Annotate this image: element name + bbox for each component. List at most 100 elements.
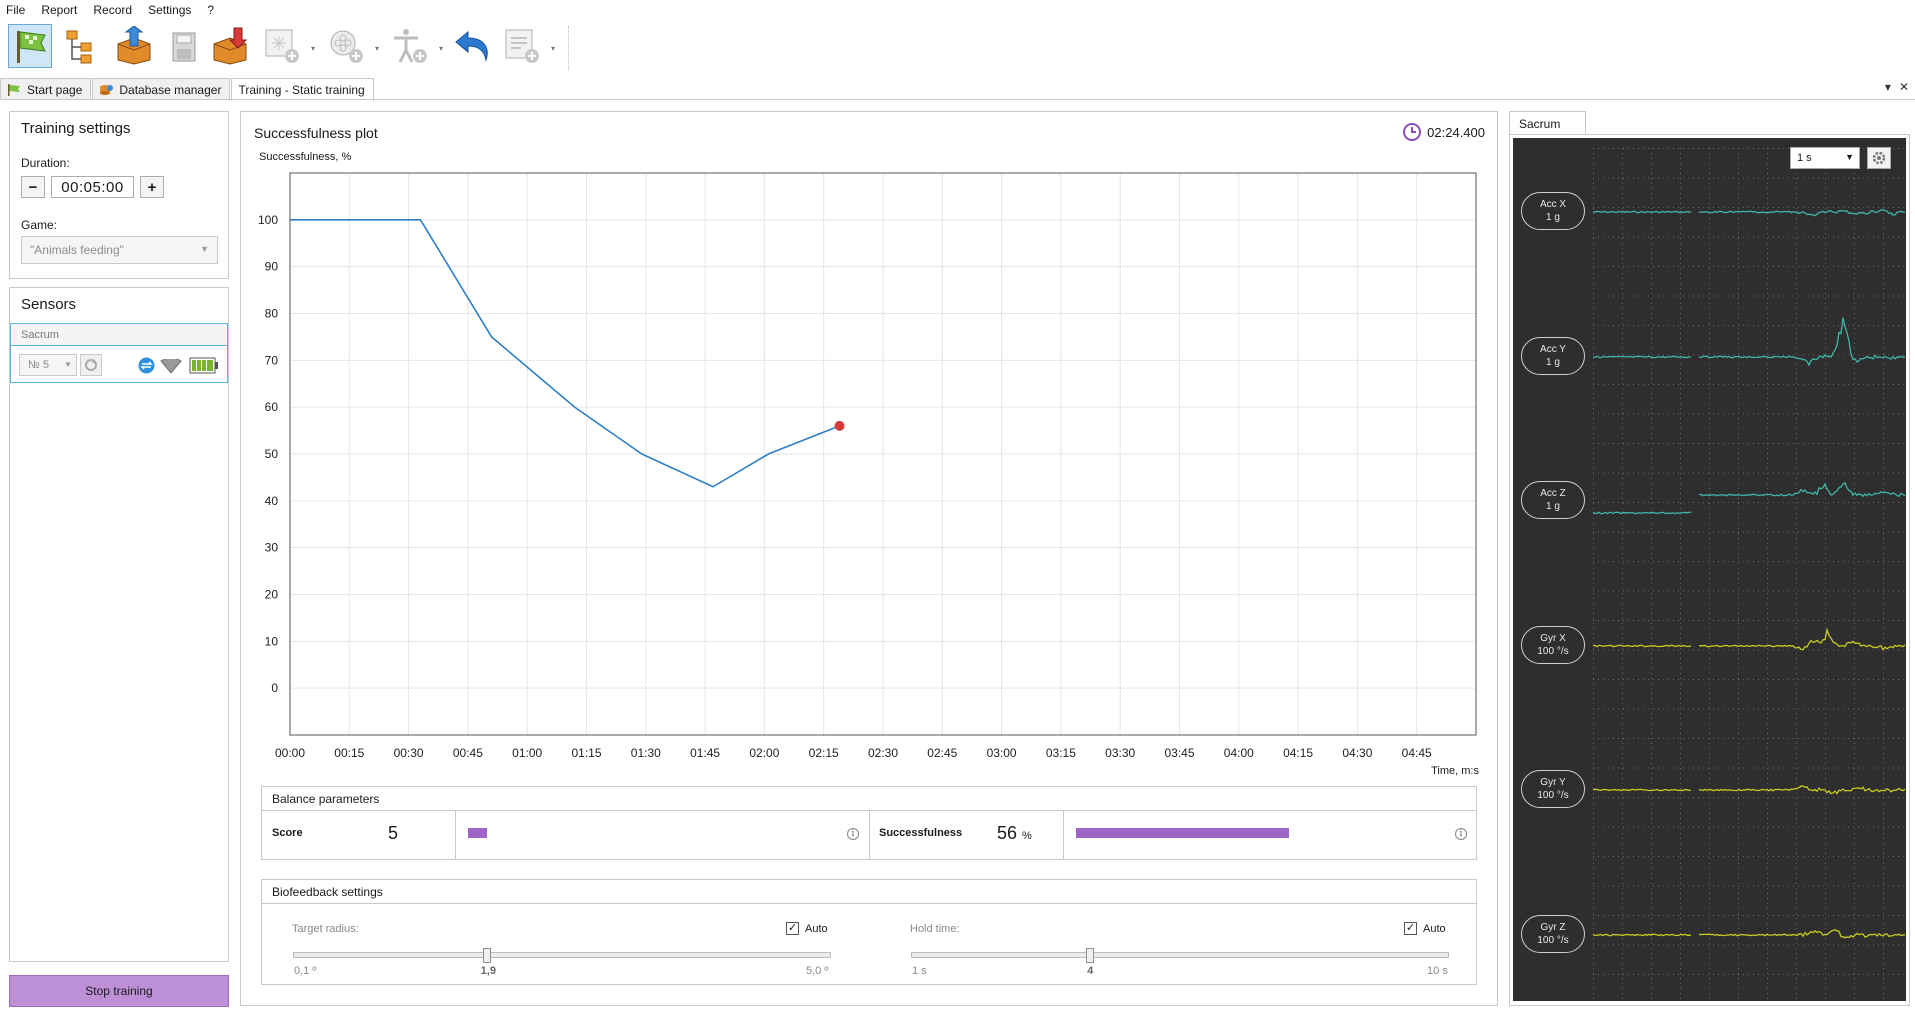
battery-icon bbox=[189, 357, 218, 374]
window-menu-icon[interactable]: ▾ bbox=[1884, 80, 1891, 94]
menu-help[interactable]: ? bbox=[207, 3, 215, 17]
successfulness-label: Successfulness bbox=[879, 827, 963, 839]
successfulness-value: 56 bbox=[997, 823, 1018, 843]
balance-parameters-section: Balance parameters Score 5 i Successfuln… bbox=[261, 786, 1477, 860]
report-add-icon bbox=[505, 29, 539, 63]
channel-label[interactable]: Acc Y 1 g bbox=[1521, 337, 1585, 375]
game-label: Game: bbox=[21, 218, 58, 232]
divider bbox=[1063, 811, 1064, 859]
channel-scale: 1 g bbox=[1546, 501, 1560, 512]
successfulness-info-icon[interactable]: i bbox=[1455, 828, 1467, 840]
x-tick-label: 02:45 bbox=[927, 746, 957, 760]
menu-file[interactable]: File bbox=[6, 3, 26, 17]
target-auto-checkbox[interactable]: ✓ Auto bbox=[786, 922, 828, 935]
duration-plus-button[interactable]: + bbox=[140, 176, 164, 198]
divider bbox=[869, 811, 870, 859]
duration-field[interactable]: 00:05:00 bbox=[51, 176, 134, 198]
channel-label[interactable]: Acc Z 1 g bbox=[1521, 481, 1585, 519]
hold-min: 1 s bbox=[912, 965, 927, 977]
refresh-icon bbox=[85, 359, 97, 371]
target-value: 1,9 bbox=[480, 965, 496, 977]
stop-training-button[interactable]: Stop training bbox=[9, 975, 229, 1007]
score-info-icon[interactable]: i bbox=[847, 828, 859, 840]
tree-icon bbox=[66, 30, 92, 64]
flower-add-button[interactable] bbox=[324, 24, 368, 68]
channel-name: Gyr X bbox=[1540, 633, 1566, 644]
tab-database-manager[interactable]: Database manager bbox=[92, 78, 231, 100]
successfulness-bar-track bbox=[1076, 828, 1456, 838]
signal-trace bbox=[1592, 644, 1692, 648]
close-icon[interactable]: ✕ bbox=[1898, 80, 1909, 94]
menu-record[interactable]: Record bbox=[93, 3, 133, 17]
tree-button[interactable] bbox=[58, 24, 102, 68]
flower-add-icon bbox=[330, 30, 363, 63]
signal-trace bbox=[1592, 788, 1692, 792]
tab-label: Start page bbox=[27, 82, 83, 97]
channel-label[interactable]: Acc X 1 g bbox=[1521, 192, 1585, 230]
save-button[interactable] bbox=[162, 24, 206, 68]
flower-add-dropdown-icon[interactable]: ▾ bbox=[375, 44, 380, 53]
sensor-card[interactable]: Sacrum № 5 ▼ bbox=[10, 323, 228, 383]
sensor-signals bbox=[1592, 148, 1906, 999]
tab-divider bbox=[0, 99, 1915, 100]
channel-label[interactable]: Gyr Y 100 °/s bbox=[1521, 770, 1585, 808]
sensor-refresh-button[interactable] bbox=[80, 354, 102, 376]
y-tick-label: 60 bbox=[265, 400, 279, 414]
target-max: 5,0 º bbox=[806, 965, 829, 977]
hold-max: 10 s bbox=[1427, 965, 1448, 977]
figure-add-button[interactable] bbox=[388, 24, 432, 68]
target-radius-handle[interactable] bbox=[482, 948, 491, 963]
menu-settings[interactable]: Settings bbox=[148, 3, 192, 17]
export-button[interactable] bbox=[208, 24, 252, 68]
y-tick-label: 100 bbox=[258, 213, 278, 227]
tab-start-page[interactable]: Start page bbox=[0, 78, 92, 100]
screen-add-button[interactable] bbox=[260, 24, 304, 68]
score-bar bbox=[468, 828, 487, 838]
training-settings-panel: Training settings Duration: − 00:05:00 +… bbox=[9, 111, 229, 279]
menu-report[interactable]: Report bbox=[41, 3, 78, 17]
successfulness-line bbox=[290, 219, 840, 488]
balance-parameters-title: Balance parameters bbox=[262, 787, 1476, 811]
target-min: 0,1 º bbox=[294, 965, 317, 977]
successfulness-value-group: 56 % bbox=[997, 823, 1032, 844]
y-axis-label: Successfulness, % bbox=[259, 151, 352, 163]
channel-scale: 1 g bbox=[1546, 212, 1560, 223]
tab-training[interactable]: Training - Static training bbox=[231, 78, 374, 101]
y-tick-label: 30 bbox=[265, 541, 279, 555]
undo-button[interactable] bbox=[452, 24, 496, 68]
undo-icon bbox=[455, 30, 488, 62]
report-add-button[interactable] bbox=[500, 24, 544, 68]
target-radius-slider[interactable] bbox=[293, 952, 831, 958]
channel-name: Acc Y bbox=[1540, 344, 1566, 355]
sensors-title: Sensors bbox=[21, 296, 77, 313]
biofeedback-title: Biofeedback settings bbox=[262, 880, 1476, 904]
timebase-select[interactable]: 1 s ▼ bbox=[1790, 147, 1860, 169]
hold-auto-checkbox[interactable]: ✓ Auto bbox=[1404, 922, 1446, 935]
screen-add-dropdown-icon[interactable]: ▾ bbox=[311, 44, 316, 53]
y-tick-label: 70 bbox=[265, 353, 279, 367]
game-select[interactable]: "Animals feeding" ▼ bbox=[21, 236, 218, 264]
gear-icon bbox=[1872, 151, 1886, 165]
channel-label[interactable]: Gyr Z 100 °/s bbox=[1521, 915, 1585, 953]
scope-settings-button[interactable] bbox=[1867, 147, 1891, 169]
plot-panel: Successfulness plot 02:24.400 Successful… bbox=[240, 111, 1498, 1006]
channel-scale: 100 °/s bbox=[1537, 935, 1569, 946]
y-tick-label: 80 bbox=[265, 307, 279, 321]
check-icon: ✓ bbox=[1404, 922, 1417, 935]
hold-time-slider[interactable] bbox=[911, 952, 1449, 958]
start-flag-button[interactable] bbox=[8, 24, 52, 68]
figure-add-dropdown-icon[interactable]: ▾ bbox=[439, 44, 444, 53]
duration-minus-button[interactable]: − bbox=[21, 176, 45, 198]
import-button[interactable] bbox=[112, 24, 156, 68]
import-icon bbox=[117, 26, 151, 65]
report-add-dropdown-icon[interactable]: ▾ bbox=[551, 44, 556, 53]
tab-sacrum[interactable]: Sacrum bbox=[1509, 111, 1586, 135]
channel-label[interactable]: Gyr X 100 °/s bbox=[1521, 626, 1585, 664]
sensor-number-select[interactable]: № 5 ▼ bbox=[19, 354, 77, 376]
biofeedback-section: Biofeedback settings Target radius: ✓ Au… bbox=[261, 879, 1477, 985]
x-tick-label: 01:45 bbox=[690, 746, 720, 760]
hold-time-handle[interactable] bbox=[1086, 948, 1095, 963]
database-icon bbox=[99, 84, 114, 96]
chevron-down-icon: ▼ bbox=[64, 360, 72, 369]
